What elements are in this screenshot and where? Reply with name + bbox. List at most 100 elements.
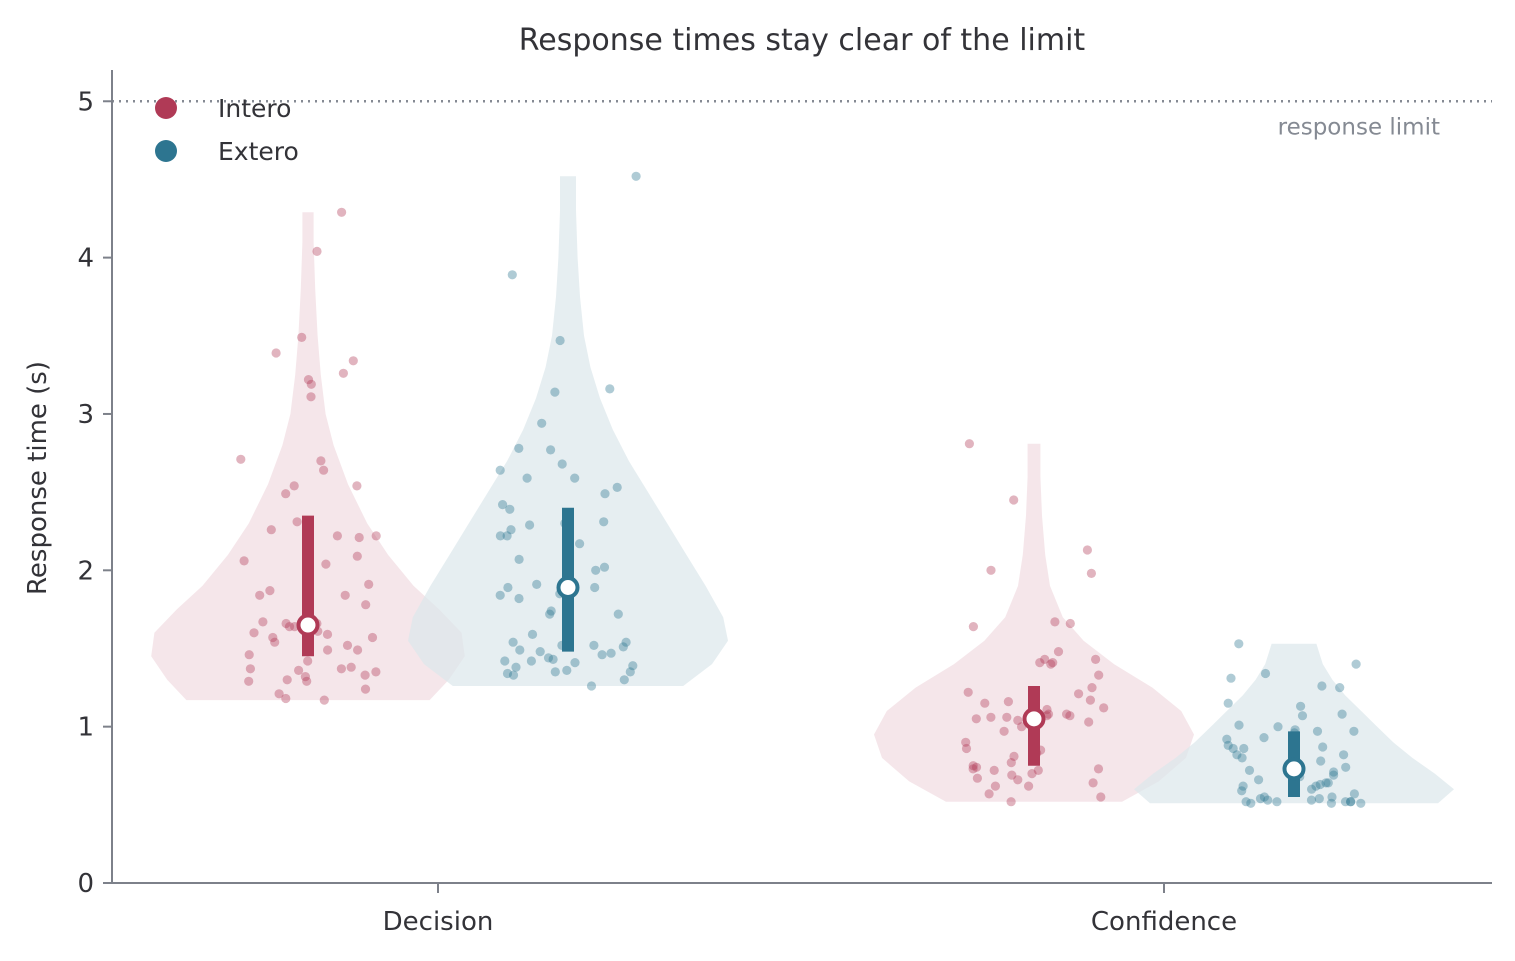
chart-title: Response times stay clear of the limit [519, 23, 1086, 58]
point-extero-decision-33 [613, 609, 623, 619]
point-extero-confidence-0 [1234, 639, 1244, 649]
point-extero-confidence-5 [1335, 683, 1345, 693]
point-intero-decision-21 [239, 556, 249, 566]
point-intero-confidence-27 [1002, 712, 1012, 722]
point-extero-decision-0 [631, 171, 641, 181]
point-intero-confidence-34 [961, 737, 971, 747]
point-intero-confidence-28 [986, 712, 996, 722]
point-intero-decision-54 [360, 684, 371, 694]
point-intero-confidence-47 [1007, 770, 1017, 780]
y-tick-label-0: 0 [77, 869, 94, 899]
y-axis-title: Response time (s) [23, 361, 53, 595]
point-intero-confidence-5 [1050, 617, 1060, 627]
point-intero-decision-40 [353, 645, 363, 655]
point-intero-confidence-32 [1017, 722, 1027, 732]
point-extero-decision-2 [555, 335, 565, 346]
point-extero-decision-1 [507, 270, 517, 280]
point-intero-confidence-4 [1086, 568, 1096, 579]
point-extero-confidence-26 [1341, 762, 1351, 772]
legend-swatch-intero [155, 97, 177, 119]
legend: Intero Extero [155, 94, 299, 166]
point-intero-confidence-25 [1065, 711, 1075, 721]
point-extero-confidence-44 [1306, 795, 1317, 805]
point-extero-decision-52 [562, 665, 572, 676]
point-intero-decision-26 [255, 590, 265, 600]
points-layer [236, 171, 1366, 808]
point-intero-decision-45 [336, 664, 346, 674]
point-intero-confidence-0 [964, 439, 975, 449]
point-intero-decision-15 [292, 517, 302, 527]
point-extero-decision-43 [606, 648, 616, 658]
point-intero-decision-5 [338, 368, 348, 378]
point-intero-confidence-39 [1006, 758, 1016, 768]
point-extero-decision-49 [570, 658, 580, 668]
point-extero-confidence-22 [1339, 750, 1349, 760]
point-extero-confidence-7 [1296, 701, 1306, 711]
point-extero-confidence-13 [1349, 726, 1359, 736]
point-extero-confidence-25 [1316, 756, 1326, 766]
point-intero-decision-44 [346, 662, 356, 672]
point-extero-confidence-21 [1228, 743, 1238, 754]
point-intero-confidence-18 [1085, 695, 1095, 705]
point-extero-decision-40 [618, 642, 628, 652]
point-intero-confidence-13 [1046, 659, 1056, 669]
point-extero-decision-23 [514, 554, 524, 565]
point-extero-decision-48 [500, 656, 510, 666]
point-intero-decision-47 [294, 665, 304, 676]
point-intero-decision-16 [266, 525, 276, 535]
point-intero-confidence-29 [971, 714, 981, 724]
median-marker-extero-confidence [1282, 757, 1306, 781]
point-extero-confidence-53 [1356, 798, 1366, 808]
violin-intero-decision [151, 212, 465, 701]
point-extero-confidence-11 [1273, 722, 1283, 732]
point-intero-decision-6 [303, 375, 314, 385]
point-intero-confidence-24 [1043, 709, 1054, 719]
point-intero-decision-49 [360, 670, 370, 680]
y-tick-label-2: 2 [77, 556, 94, 586]
point-extero-decision-50 [628, 661, 638, 671]
median-marker-intero-decision [296, 613, 320, 637]
point-extero-confidence-51 [1246, 798, 1256, 808]
point-intero-decision-2 [297, 332, 307, 342]
point-extero-decision-3 [605, 384, 615, 394]
point-intero-decision-53 [244, 676, 254, 686]
point-extero-confidence-34 [1315, 779, 1325, 790]
y-tick-label-3: 3 [77, 400, 94, 430]
point-extero-decision-39 [589, 640, 599, 651]
point-extero-decision-22 [575, 539, 585, 549]
point-intero-decision-3 [271, 348, 281, 358]
legend-swatch-extero [155, 140, 177, 162]
point-extero-confidence-18 [1223, 740, 1233, 751]
point-intero-confidence-38 [1009, 751, 1019, 762]
x-tick-label-decision: Decision [383, 907, 494, 937]
point-intero-confidence-53 [984, 789, 994, 799]
point-intero-confidence-23 [1062, 709, 1072, 719]
point-intero-decision-36 [367, 632, 378, 643]
point-intero-confidence-48 [972, 773, 983, 783]
point-intero-decision-10 [316, 456, 326, 466]
point-extero-confidence-16 [1259, 733, 1269, 743]
point-intero-decision-17 [371, 531, 381, 541]
point-intero-decision-20 [352, 551, 362, 561]
point-intero-confidence-21 [1099, 703, 1109, 713]
point-intero-decision-7 [306, 379, 316, 389]
point-intero-confidence-12 [1048, 658, 1058, 668]
point-intero-decision-46 [245, 664, 255, 674]
point-extero-confidence-49 [1346, 797, 1356, 807]
point-intero-decision-4 [348, 356, 358, 366]
point-intero-decision-28 [258, 617, 268, 627]
point-extero-confidence-6 [1223, 698, 1233, 708]
point-intero-confidence-20 [980, 698, 990, 708]
point-intero-decision-11 [319, 465, 329, 475]
point-extero-decision-10 [522, 473, 532, 483]
point-intero-decision-57 [319, 695, 329, 705]
point-intero-decision-25 [340, 590, 350, 600]
summary-layer [296, 507, 1306, 798]
point-extero-confidence-9 [1297, 711, 1308, 721]
point-extero-decision-5 [537, 418, 547, 428]
point-intero-confidence-22 [1042, 704, 1052, 715]
point-extero-confidence-36 [1311, 781, 1321, 791]
legend-label-intero: Intero [218, 94, 291, 123]
point-extero-decision-11 [570, 473, 580, 483]
